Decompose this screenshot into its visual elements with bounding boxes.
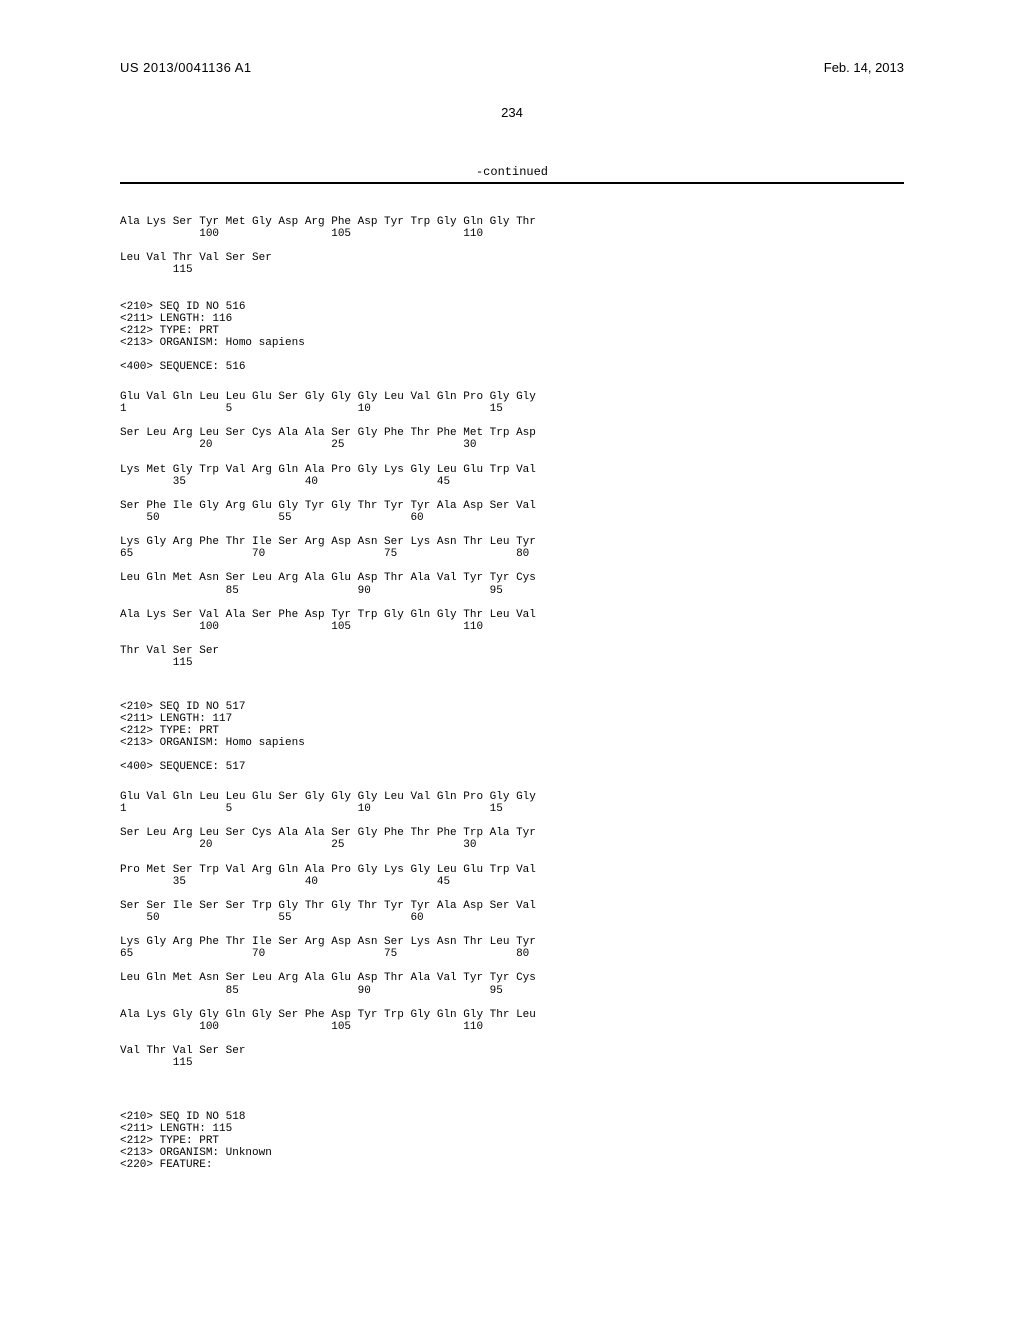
publication-number: US 2013/0041136 A1 [120,60,252,75]
publication-date: Feb. 14, 2013 [824,60,904,75]
sequence-517-body: Glu Val Gln Leu Leu Glu Ser Gly Gly Gly … [120,791,904,1069]
sequence-518-meta: <210> SEQ ID NO 518 <211> LENGTH: 115 <2… [120,1111,904,1171]
divider [120,182,904,184]
page-number: 234 [0,105,1024,120]
sequence-516-body: Glu Val Gln Leu Leu Glu Ser Gly Gly Gly … [120,391,904,669]
sequence-516-meta: <210> SEQ ID NO 516 <211> LENGTH: 116 <2… [120,301,904,374]
sequence-517-meta: <210> SEQ ID NO 517 <211> LENGTH: 117 <2… [120,701,904,774]
continued-header: -continued [120,165,904,184]
sequence-prev-body: Ala Lys Ser Tyr Met Gly Asp Arg Phe Asp … [120,216,904,276]
continued-label: -continued [120,165,904,179]
page-container: US 2013/0041136 A1 Feb. 14, 2013 234 -co… [0,0,1024,1320]
